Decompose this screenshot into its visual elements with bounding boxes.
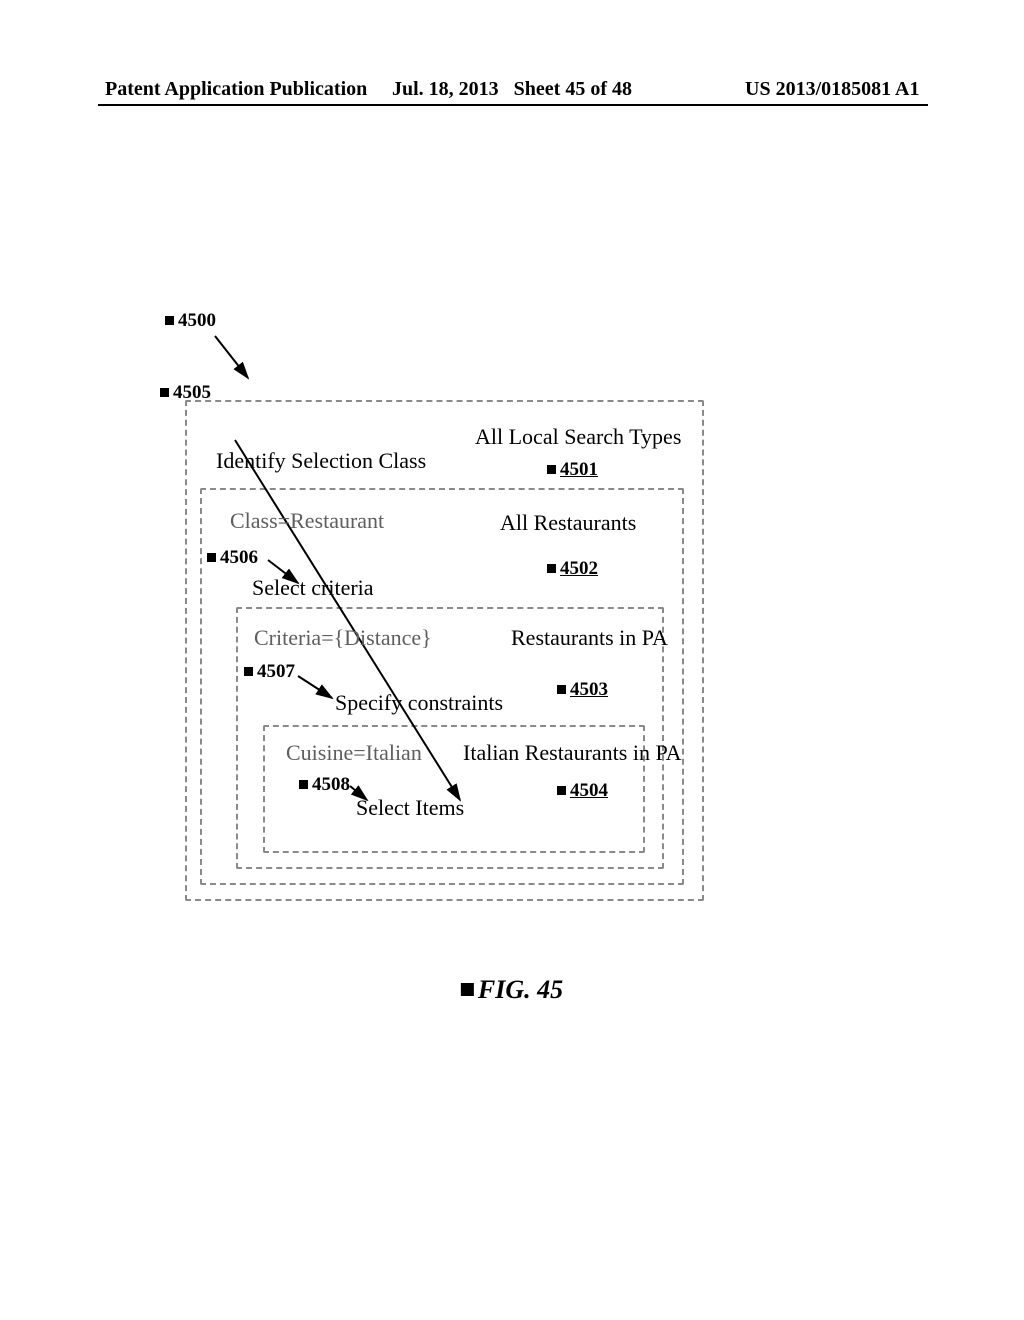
label-restaurants-pa: Restaurants in PA — [511, 625, 668, 651]
label-select-items: Select Items — [356, 795, 464, 821]
arrow-4500 — [215, 336, 248, 378]
label-identify: Identify Selection Class — [216, 448, 426, 474]
label-specify-constraints: Specify constraints — [335, 690, 503, 716]
header-date: Jul. 18, 2013 — [392, 78, 499, 100]
ref-4501: 4501 — [547, 459, 598, 481]
label-all-local: All Local Search Types — [475, 424, 681, 450]
header-right: US 2013/0185081 A1 — [745, 78, 919, 101]
ref-4504: 4504 — [557, 780, 608, 802]
page: Patent Application Publication Jul. 18, … — [0, 0, 1024, 1320]
ref-4502: 4502 — [547, 558, 598, 580]
header-mid: Jul. 18, 2013 Sheet 45 of 48 — [392, 78, 632, 101]
figure-label: FIG. 45 — [461, 975, 563, 1005]
ref-4505: 4505 — [160, 382, 211, 404]
label-select-criteria: Select criteria — [252, 575, 374, 601]
label-cuisine-italian: Cuisine=Italian — [286, 740, 422, 766]
label-criteria-distance: Criteria={Distance} — [254, 625, 432, 651]
ref-4503: 4503 — [557, 679, 608, 701]
label-class-restaurant: Class=Restaurant — [230, 508, 384, 534]
ref-4508: 4508 — [299, 774, 350, 796]
ref-4500: 4500 — [165, 310, 216, 332]
header-rule — [98, 104, 928, 106]
ref-4506: 4506 — [207, 547, 258, 569]
ref-4507: 4507 — [244, 661, 295, 683]
label-all-restaurants: All Restaurants — [500, 510, 636, 536]
header-sheet: Sheet 45 of 48 — [514, 78, 632, 100]
label-italian-pa: Italian Restaurants in PA — [463, 740, 682, 766]
header-left: Patent Application Publication — [105, 78, 367, 101]
